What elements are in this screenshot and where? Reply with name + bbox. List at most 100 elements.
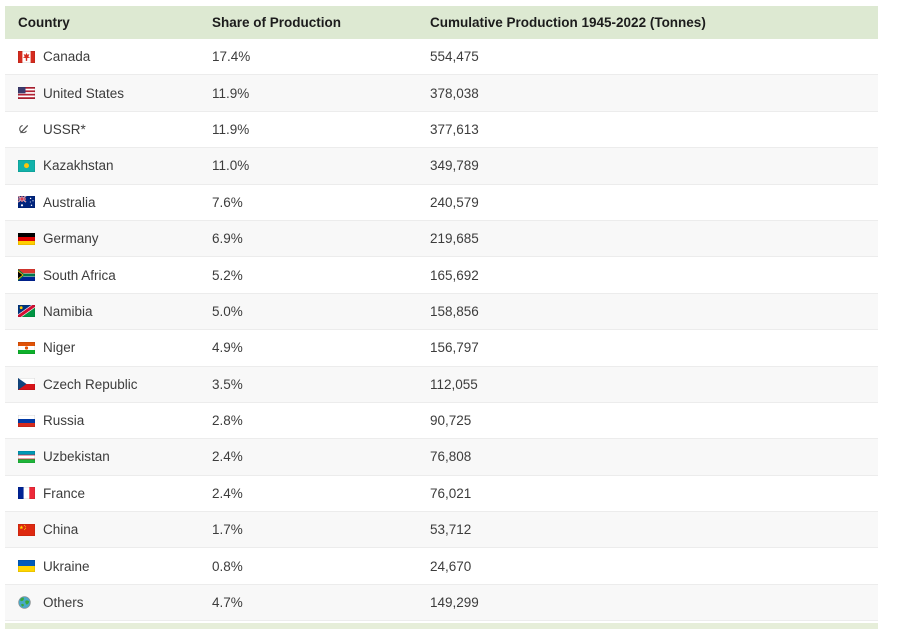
table-row: Namibia 5.0% 158,856 [5, 293, 878, 331]
table-row: South Africa 5.2% 165,692 [5, 257, 878, 294]
share-value: 2.4% [212, 449, 243, 465]
table-row: Russia 2.8% 90,725 [5, 402, 878, 440]
country-cell: South Africa [5, 268, 212, 283]
country-label: Australia [43, 194, 96, 210]
ussr-hammer-sickle-icon [18, 123, 35, 136]
country-cell: France [5, 486, 212, 501]
share-value: 2.4% [212, 485, 243, 501]
france-flag-icon [18, 487, 35, 500]
china-flag-icon [18, 523, 35, 536]
cumulative-value: 112,055 [430, 376, 478, 392]
table-row: Czech Republic 3.5% 112,055 [5, 366, 878, 403]
country-label: USSR* [43, 121, 86, 137]
country-cell: China [5, 522, 212, 537]
cumulative-value: 349,789 [430, 158, 479, 174]
cumulative-value: 165,692 [430, 267, 479, 283]
country-cell: Kazakhstan [5, 158, 212, 173]
table-row: USSR* 11.9% 377,613 [5, 111, 878, 149]
country-cell: Germany [5, 231, 212, 246]
russia-flag-icon [18, 414, 35, 427]
table-row: France 2.4% 76,021 [5, 475, 878, 513]
czech-republic-flag-icon [18, 378, 35, 391]
country-cell: Czech Republic [5, 377, 212, 392]
table-row: Others 4.7% 149,299 [5, 584, 878, 622]
share-value: 5.2% [212, 267, 243, 283]
namibia-flag-icon [18, 305, 35, 318]
country-label: China [43, 522, 79, 538]
country-label: Russia [43, 413, 85, 429]
cumulative-value: 156,797 [430, 340, 479, 356]
country-cell: Australia [5, 195, 212, 210]
column-header-country: Country [18, 15, 70, 30]
country-cell: Ukraine [5, 559, 212, 574]
share-value: 4.9% [212, 340, 243, 356]
united-states-flag-icon [18, 87, 35, 100]
data-table: Country Share of Production Cumulative P… [5, 6, 878, 630]
cumulative-value: 240,579 [430, 194, 479, 210]
cumulative-value: 158,856 [430, 303, 479, 319]
niger-flag-icon [18, 341, 35, 354]
table-header-row: Country Share of Production Cumulative P… [5, 6, 878, 39]
table-row: Canada 17.4% 554,475 [5, 39, 878, 76]
canada-flag-icon [18, 50, 35, 63]
country-label: Germany [43, 231, 99, 247]
country-cell: Uzbekistan [5, 449, 212, 464]
country-label: Canada [43, 49, 91, 65]
country-label: United States [43, 85, 125, 101]
country-label: Niger [43, 340, 76, 356]
share-value: 5.0% [212, 303, 243, 319]
country-cell: Niger [5, 340, 212, 355]
share-value: 2.8% [212, 413, 243, 429]
country-label: Uzbekistan [43, 449, 110, 465]
country-label: Namibia [43, 303, 93, 319]
australia-flag-icon [18, 196, 35, 209]
ukraine-flag-icon [18, 560, 35, 573]
cumulative-value: 219,685 [430, 231, 479, 247]
share-value: 3.5% [212, 376, 243, 392]
country-label: Others [43, 595, 84, 611]
share-value: 11.9% [212, 85, 250, 101]
country-label: Czech Republic [43, 376, 138, 392]
country-label: South Africa [43, 267, 116, 283]
table-row: Ukraine 0.8% 24,670 [5, 548, 878, 585]
kazakhstan-flag-icon [18, 159, 35, 172]
country-cell: USSR* [5, 122, 212, 137]
table-row: Uzbekistan 2.4% 76,808 [5, 439, 878, 476]
globe-icon [18, 596, 35, 609]
country-cell: United States [5, 86, 212, 101]
share-value: 17.4% [212, 49, 251, 65]
table-row: United States 11.9% 378,038 [5, 75, 878, 112]
country-label: Kazakhstan [43, 158, 114, 174]
uzbekistan-flag-icon [18, 450, 35, 463]
country-cell: Others [5, 595, 212, 610]
germany-flag-icon [18, 232, 35, 245]
cumulative-value: 149,299 [430, 595, 479, 611]
table-row: Australia 7.6% 240,579 [5, 184, 878, 221]
share-value: 0.8% [212, 558, 243, 574]
cumulative-value: 76,808 [430, 449, 472, 465]
table-row: Kazakhstan 11.0% 349,789 [5, 148, 878, 185]
country-label: France [43, 485, 86, 501]
table-body: Canada 17.4% 554,475 United States 11.9%… [5, 39, 878, 622]
cumulative-value: 377,613 [430, 121, 479, 137]
share-value: 11.9% [212, 121, 250, 137]
share-value: 7.6% [212, 194, 243, 210]
country-cell: Namibia [5, 304, 212, 319]
table-row: China 1.7% 53,712 [5, 512, 878, 549]
cumulative-value: 76,021 [430, 485, 472, 501]
table-row: Niger 4.9% 156,797 [5, 330, 878, 367]
table-row: Germany 6.9% 219,685 [5, 220, 878, 258]
cumulative-value: 53,712 [430, 522, 472, 538]
cumulative-value: 554,475 [430, 49, 479, 65]
share-value: 6.9% [212, 231, 243, 247]
table-bottom-border [5, 623, 878, 630]
cumulative-value: 24,670 [430, 558, 472, 574]
cumulative-value: 378,038 [430, 85, 479, 101]
column-header-share: Share of Production [212, 15, 342, 30]
country-cell: Canada [5, 49, 212, 64]
column-header-cumulative: Cumulative Production 1945-2022 (Tonnes) [430, 15, 706, 30]
cumulative-value: 90,725 [430, 413, 472, 429]
country-label: Ukraine [43, 558, 90, 574]
south-africa-flag-icon [18, 269, 35, 282]
share-value: 1.7% [212, 522, 243, 538]
